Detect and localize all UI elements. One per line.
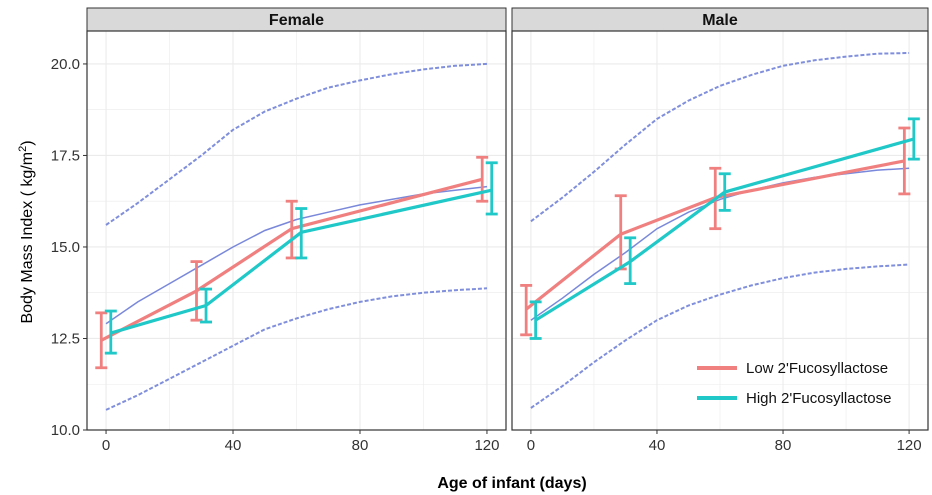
panel-title-female: Female [269, 12, 324, 29]
reference-lower-curve [105, 287, 488, 411]
y-axis-title-main: Body Mass Index ( kg/m [19, 152, 36, 324]
error-bar-high [529, 300, 542, 340]
series-line-low [100, 177, 483, 342]
series-line-high [534, 137, 915, 322]
error-bar-low [95, 311, 108, 370]
series-line-high [110, 188, 493, 335]
x-axis-title: Age of infant (days) [437, 475, 586, 492]
error-bar-high [718, 172, 731, 212]
error-bar-low [520, 284, 533, 337]
y-tick-label: 12.5 [51, 330, 80, 347]
error-bar-high [624, 236, 637, 285]
chart-panels: Female 0 40 80 120 10.0 12.5 15.0 17.5 20.0 Male 0 4… [51, 7, 929, 454]
y-axis-title-superscript: 2 [17, 146, 29, 152]
error-bar-high [907, 117, 920, 161]
error-bar-low [190, 260, 203, 322]
reference-lower-curve [530, 263, 910, 409]
gridlines-female [87, 31, 506, 431]
panel-title-male: Male [702, 12, 738, 29]
x-tick-label: 120 [474, 437, 499, 454]
legend-label-low: Low 2'Fucosyllactose [746, 360, 888, 377]
legend: Low 2'Fucosyllactose High 2'Fucosyllacto… [697, 360, 891, 407]
reference-upper-curve [105, 62, 488, 226]
series-high-male [529, 117, 920, 340]
error-bar-high [295, 207, 308, 260]
series-high-female [104, 161, 498, 355]
y-axis-title: Body Mass Index ( kg/m2) [17, 140, 36, 323]
x-tick-label: 40 [649, 437, 666, 454]
x-tick-label: 80 [775, 437, 792, 454]
panel-female: Female 0 40 80 120 10.0 12.5 15.0 17.5 20.0 [51, 7, 507, 454]
reference-upper-curve [530, 52, 910, 223]
y-tick-label: 15.0 [51, 239, 80, 256]
y-tick-label: 20.0 [51, 56, 80, 73]
y-axis-title-end: ) [19, 140, 36, 145]
gridlines-male [512, 31, 928, 431]
error-bar-low [898, 126, 911, 196]
legend-label-high: High 2'Fucosyllactose [746, 390, 891, 407]
panel-border-female [86, 30, 507, 431]
x-tick-label: 120 [897, 437, 922, 454]
y-tick-label: 17.5 [51, 147, 80, 164]
x-tick-label: 40 [225, 437, 242, 454]
x-tick-label: 80 [352, 437, 369, 454]
x-tick-label: 0 [527, 437, 535, 454]
error-bar-high [200, 287, 213, 324]
panel-border-male [511, 30, 929, 431]
error-bar-high [485, 161, 498, 216]
error-bar-high [104, 309, 117, 355]
series-line-low [525, 159, 905, 311]
series-low-female [95, 155, 489, 370]
panel-male: Male 0 40 80 120 [511, 7, 929, 454]
y-tick-label: 10.0 [51, 422, 80, 439]
x-tick-label: 0 [102, 437, 110, 454]
